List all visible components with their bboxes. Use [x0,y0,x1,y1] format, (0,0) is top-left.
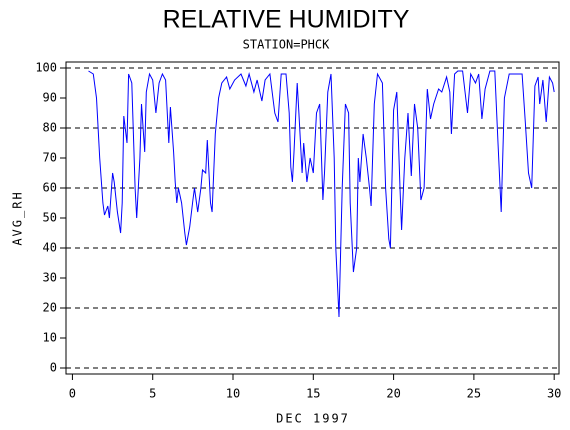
x-tick-label: 15 [306,387,320,401]
x-axis-label: DEC 1997 [276,412,350,426]
y-tick-label: 60 [43,181,57,195]
y-tick-label: 80 [43,121,57,135]
x-tick-label: 25 [467,387,481,401]
x-tick-label: 20 [386,387,400,401]
y-tick-label: 0 [50,361,57,375]
y-axis-label: AVG_RH [11,190,25,245]
y-tick-label: 70 [43,151,57,165]
y-tick-label: 90 [43,91,57,105]
y-tick-label: 100 [35,61,57,75]
data-line [88,70,555,318]
y-tick-label: 30 [43,271,57,285]
x-tick-label: 10 [226,387,240,401]
plot-frame [65,61,560,375]
y-tick-label: 10 [43,331,57,345]
x-tick-label: 5 [149,387,156,401]
x-tick-label: 0 [69,387,76,401]
y-tick-label: 20 [43,301,57,315]
x-tick-label: 30 [547,387,561,401]
y-tick-label: 40 [43,241,57,255]
y-tick-label: 50 [43,211,57,225]
chart-subtitle: STATION=PHCK [243,38,330,52]
chart-title: RELATIVE HUMIDITY [163,6,410,34]
